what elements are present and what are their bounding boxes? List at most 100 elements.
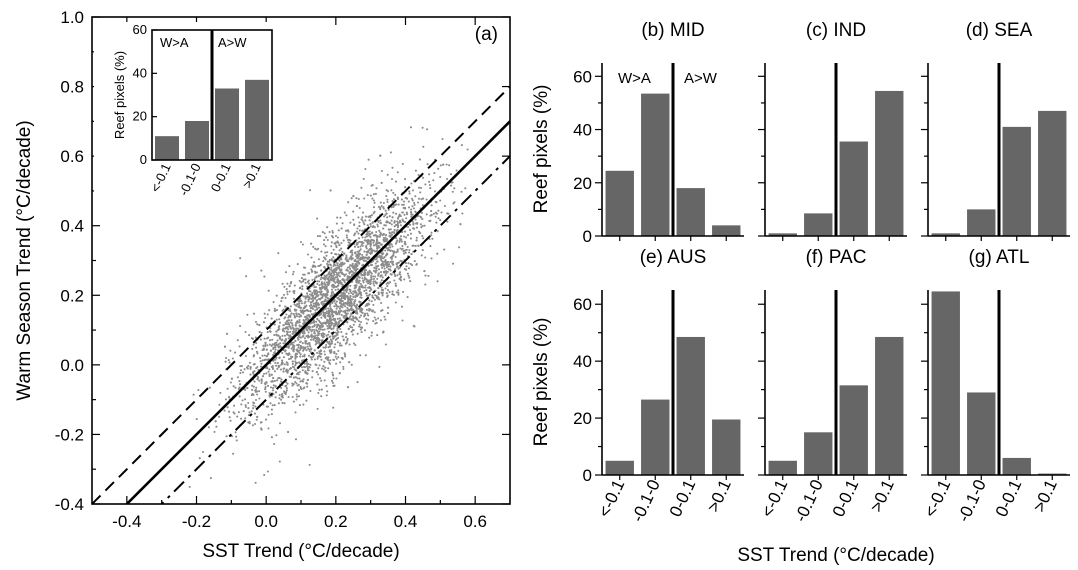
- scatter-point: [304, 318, 308, 321]
- scatter-point: [340, 227, 343, 230]
- scatter-point: [364, 286, 367, 289]
- scatter-point: [292, 290, 295, 293]
- scatter-point: [309, 355, 312, 359]
- scatter-point: [260, 381, 263, 385]
- scatter-point: [410, 253, 413, 256]
- scatter-point: [315, 326, 318, 329]
- scatter-point: [452, 262, 455, 265]
- scatter-point: [280, 339, 283, 342]
- scatter-point: [301, 243, 304, 246]
- scatter-point: [331, 235, 334, 238]
- scatter-point: [374, 192, 377, 195]
- scatter-point: [334, 276, 337, 279]
- scatter-point: [308, 297, 311, 300]
- scatter-point: [330, 252, 333, 255]
- scatter-point: [256, 390, 259, 393]
- scatter-point: [293, 303, 296, 306]
- scatter-point: [270, 344, 273, 347]
- scatter-point: [270, 380, 273, 383]
- scatter-point: [323, 350, 326, 353]
- scatter-point: [317, 341, 321, 344]
- scatter-point: [432, 212, 435, 215]
- scatter-point: [311, 370, 314, 373]
- scatter-point: [361, 216, 364, 219]
- scatter-point: [464, 187, 467, 190]
- scatter-point: [410, 208, 413, 211]
- scatter-point: [395, 241, 398, 244]
- scatter-point: [396, 171, 399, 174]
- scatter-point: [324, 287, 327, 290]
- bar: [875, 336, 904, 475]
- scatter-point: [272, 393, 275, 396]
- scatter-point: [386, 238, 389, 241]
- scatter-point: [340, 313, 343, 317]
- scatter-point: [315, 271, 319, 274]
- scatter-point: [291, 395, 294, 399]
- scatter-point: [306, 280, 309, 283]
- scatter-point: [391, 166, 394, 169]
- scatter-point: [379, 319, 382, 322]
- scatter-point: [396, 226, 400, 229]
- scatter-point: [362, 177, 365, 180]
- scatter-point: [281, 282, 284, 285]
- scatter-point: [341, 300, 344, 303]
- scatter-point: [329, 338, 332, 341]
- scatter-point: [260, 378, 263, 381]
- scatter-point: [410, 182, 413, 185]
- scatter-point: [322, 314, 325, 317]
- scatter-point: [326, 299, 329, 302]
- scatter-point: [309, 309, 312, 312]
- scatter-point: [300, 277, 303, 280]
- scatter-point: [384, 249, 387, 252]
- x-tick-label: 0.4: [394, 512, 418, 531]
- scatter-point: [315, 306, 318, 309]
- scatter-point: [331, 371, 334, 374]
- scatter-point: [277, 364, 280, 367]
- scatter-point: [358, 252, 362, 255]
- scatter-point: [346, 321, 349, 324]
- scatter-point: [446, 220, 449, 223]
- scatter-point: [301, 379, 304, 382]
- scatter-point: [388, 232, 391, 235]
- scatter-point: [226, 406, 229, 409]
- scatter-point: [252, 404, 255, 407]
- scatter-point: [430, 234, 433, 237]
- scatter-point: [335, 304, 338, 308]
- scatter-point: [341, 293, 344, 296]
- scatter-point: [376, 334, 379, 337]
- scatter-point: [314, 271, 317, 275]
- scatter-point: [317, 274, 321, 277]
- scatter-point: [445, 177, 449, 180]
- scatter-point: [365, 308, 368, 311]
- bar: [712, 225, 741, 236]
- scatter-point: [395, 223, 398, 226]
- scatter-point: [361, 219, 364, 222]
- scatter-point: [265, 355, 268, 358]
- scatter-point: [355, 230, 358, 233]
- scatter-point: [289, 357, 292, 360]
- scatter-point: [354, 320, 357, 323]
- scatter-point: [297, 300, 300, 303]
- scatter-point: [228, 416, 231, 419]
- scatter-point: [313, 293, 317, 296]
- scatter-point: [354, 343, 357, 347]
- scatter-point: [386, 285, 389, 288]
- scatter-point: [317, 331, 320, 335]
- scatter-point: [299, 345, 302, 348]
- scatter-point: [332, 280, 335, 283]
- scatter-point: [437, 209, 440, 212]
- scatter-point: [343, 352, 346, 355]
- scatter-point: [223, 409, 226, 412]
- scatter-point: [399, 259, 402, 262]
- scatter-point: [466, 148, 469, 151]
- scatter-point: [332, 286, 335, 289]
- scatter-point: [325, 384, 328, 387]
- scatter-point: [308, 328, 311, 331]
- scatter-point: [274, 342, 277, 345]
- scatter-point: [313, 336, 316, 339]
- scatter-point: [421, 249, 424, 252]
- scatter-point: [364, 219, 367, 222]
- scatter-point: [373, 284, 376, 287]
- scatter-point: [256, 415, 259, 418]
- scatter-point: [371, 310, 374, 313]
